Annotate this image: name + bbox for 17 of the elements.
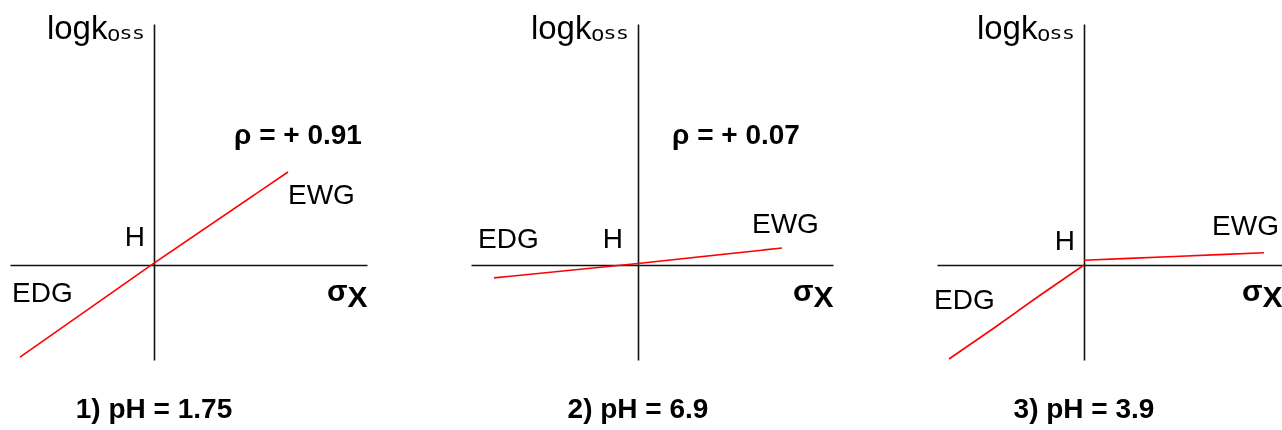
annotation: H xyxy=(1054,225,1075,256)
annotation: H xyxy=(602,223,623,254)
annotation: EWG xyxy=(288,179,355,210)
annotation: EDG xyxy=(478,223,539,254)
y-axis-title: logkₒₛₛ xyxy=(46,8,145,46)
annotation: EDG xyxy=(934,284,995,315)
text: 2) pH = 6.9 xyxy=(567,393,709,424)
text: 1) pH = 1.75 xyxy=(75,393,233,424)
annotation: EDG xyxy=(12,277,73,308)
text: ρ = + 0.07 xyxy=(672,119,800,150)
text: ρ = + 0.91 xyxy=(234,119,362,150)
text: 3) pH = 3.9 xyxy=(1013,393,1155,424)
text: EWG xyxy=(1212,210,1279,241)
text: EWG xyxy=(752,208,819,239)
y-axis-title: logkₒₛₛ xyxy=(530,8,629,46)
annotation: H xyxy=(124,221,145,252)
y-axis-title: logkₒₛₛ xyxy=(976,8,1075,46)
